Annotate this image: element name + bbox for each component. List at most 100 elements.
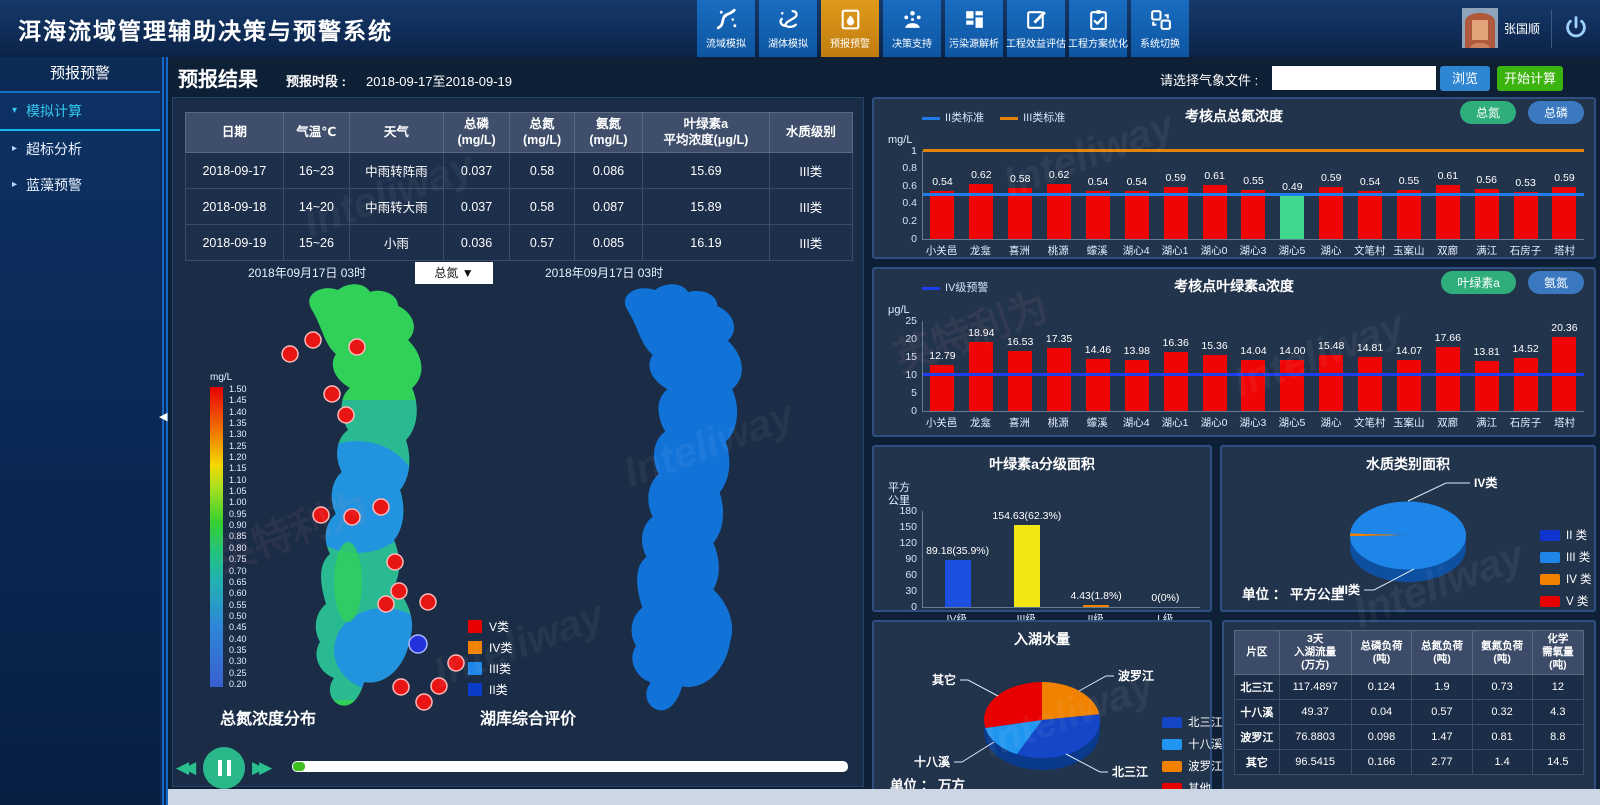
pie-slice[interactable] — [984, 682, 1042, 728]
table-cell: 2018-09-18 — [185, 188, 284, 226]
bar-slot[interactable]: 14.00 — [1273, 321, 1312, 411]
x-label: 桃源 — [1047, 244, 1069, 257]
sidebar-item[interactable]: ▸ 超标分析 — [0, 131, 160, 167]
reference-line — [923, 373, 1584, 377]
power-icon[interactable] — [1562, 14, 1590, 42]
chart-toggle-button[interactable]: 总磷 — [1527, 101, 1584, 124]
chart-toggle-button[interactable]: 氨氮 — [1527, 271, 1584, 294]
bar-slot[interactable]: 0(0%) — [1131, 511, 1200, 607]
bar-slot[interactable]: 4.43(1.8%) — [1062, 511, 1131, 608]
table-row[interactable]: 波罗江 76.8803 0.098 1.47 0.81 8.8 — [1234, 724, 1585, 751]
pie-slice[interactable] — [1042, 682, 1100, 720]
table-cell: 0.58 — [509, 152, 575, 190]
table-header-row: 片区 3天 入湖流量 (万方) 总磷负荷 (吨) 总氮负荷 (吨) 氨氮负荷 (吨) 化学 需氧量 (吨… — [1234, 629, 1585, 676]
table-cell: 16~23 — [282, 152, 350, 190]
table-cell: 中雨转阵雨 — [348, 152, 444, 190]
timeline-scrubber[interactable] — [292, 761, 848, 772]
triangle-down-icon: ▾ — [12, 105, 18, 116]
bar-slot[interactable]: 14.52 — [1506, 321, 1545, 411]
bar-slot[interactable]: 15.48 — [1312, 321, 1351, 411]
bar-slot[interactable]: 0.53 — [1506, 151, 1545, 239]
table-cell: 十八溪 — [1234, 699, 1280, 726]
table-cell: 北三江 — [1234, 674, 1280, 701]
bar — [1435, 347, 1460, 411]
tn-distribution-map[interactable] — [252, 282, 477, 727]
bar-slot[interactable]: 13.81 — [1467, 321, 1506, 411]
x-label: 满江 — [1476, 244, 1498, 257]
sidebar-item[interactable]: ▸ 蓝藻预警 — [0, 167, 160, 203]
bar-slot[interactable]: 13.98 — [1117, 321, 1156, 411]
bar-slot[interactable]: 0.54 — [1079, 151, 1118, 239]
table-cell: 0.73 — [1471, 674, 1533, 701]
bar-slot[interactable]: 12.79 — [923, 321, 962, 411]
ref-legend-item: III类标准 — [1000, 112, 1065, 124]
bar-slot[interactable]: 0.55 — [1390, 151, 1429, 239]
pause-button[interactable] — [203, 747, 245, 789]
pie-slice[interactable] — [1016, 714, 1100, 759]
scale-value: 0.70 — [229, 565, 247, 576]
table-row[interactable]: 2018-09-19 15~26 小雨 0.036 0.57 0.085 16.19 III类 — [185, 224, 854, 262]
bar-slot[interactable]: 0.55 — [1234, 151, 1273, 239]
bar-slot[interactable]: 0.54 — [923, 151, 962, 239]
left-map-caption: 总氮浓度分布 — [220, 711, 317, 728]
bar — [1358, 357, 1383, 411]
table-row[interactable]: 2018-09-17 16~23 中雨转阵雨 0.037 0.58 0.086 15.69 I… — [185, 152, 854, 190]
nav-tile-project-benefit[interactable]: 工程效益评估 — [1006, 0, 1066, 57]
nav-tile-system-switch[interactable]: 系统切换 — [1131, 0, 1189, 57]
bar-slot[interactable]: 154.63(62.3%) — [992, 510, 1061, 608]
x-label: 湖心 — [1320, 244, 1342, 257]
parameter-dropdown[interactable]: 总氮 ▼ — [415, 262, 493, 284]
bar-slot[interactable]: 14.04 — [1234, 321, 1273, 411]
bar-slot[interactable]: 0.56 — [1467, 151, 1506, 239]
nav-tile-basin-sim[interactable]: 流域模拟 — [697, 0, 755, 57]
sidebar-collapse-icon[interactable]: ◀ — [159, 411, 168, 423]
lake-evaluation-map[interactable] — [565, 282, 800, 732]
table-cell: 0.166 — [1350, 749, 1413, 776]
table-row[interactable]: 十八溪 49.37 0.04 0.57 0.32 4.3 — [1234, 699, 1585, 726]
bar-slot[interactable]: 17.35 — [1040, 321, 1079, 411]
legend-label: IV 类 — [1566, 574, 1592, 586]
chart-title: 水质类别面积 — [1366, 456, 1450, 472]
bar-slot[interactable]: 18.94 — [962, 321, 1001, 411]
weather-file-input[interactable] — [1272, 66, 1436, 90]
table-row[interactable]: 其它 96.5415 0.166 2.77 1.4 14.5 — [1234, 749, 1585, 776]
chart-toggle-button[interactable]: 叶绿素a — [1441, 271, 1516, 294]
bar-slot[interactable]: 14.81 — [1351, 321, 1390, 411]
pie-slice[interactable] — [1350, 501, 1466, 570]
nav-tile-pollution-source[interactable]: 污染源解析 — [945, 0, 1003, 57]
nav-tile-project-plan[interactable]: 工程方案优化 — [1068, 0, 1128, 57]
nav-tile-forecast-warning[interactable]: 预报预警 — [821, 0, 879, 57]
fast-forward-button[interactable]: ▶▶ — [252, 758, 272, 777]
timeline-progress — [293, 762, 305, 771]
user-box[interactable]: 张国顺 — [1461, 8, 1540, 48]
pie-slice[interactable] — [1349, 533, 1408, 537]
nav-label: 预报预警 — [830, 39, 870, 50]
table-row[interactable]: 2018-09-18 14~20 中雨转大雨 0.037 0.58 0.087 15.89 I… — [185, 188, 854, 226]
chart-toggle-button[interactable]: 总氮 — [1459, 101, 1516, 124]
bar-slot[interactable]: 20.36 — [1545, 321, 1584, 411]
horizontal-scrollbar[interactable] — [168, 789, 1600, 805]
selected-point[interactable] — [408, 634, 428, 654]
nav-tile-decision-support[interactable]: 决策支持 — [883, 0, 941, 57]
sidebar-item[interactable]: ▾ 模拟计算 — [0, 93, 160, 131]
table-row[interactable]: 北三江 117.4897 0.124 1.9 0.73 12 — [1234, 674, 1585, 701]
browse-button[interactable]: 浏览 — [1440, 66, 1490, 91]
bar-slot[interactable]: 16.36 — [1156, 321, 1195, 411]
bar-slot[interactable]: 14.07 — [1390, 321, 1429, 411]
nav-tile-lake-sim[interactable]: 湖体模拟 — [759, 0, 817, 57]
reference-line — [923, 193, 1584, 197]
bar-slot[interactable]: 17.66 — [1428, 321, 1467, 411]
bar-slot[interactable]: 14.46 — [1079, 321, 1118, 411]
pie-slice[interactable] — [985, 720, 1042, 755]
scale-value: 0.55 — [229, 599, 247, 610]
bar-slot[interactable]: 89.18(35.9%) — [923, 511, 992, 608]
start-calc-button[interactable]: 开始计算 — [1497, 66, 1563, 91]
bar-slot[interactable]: 15.36 — [1195, 321, 1234, 411]
bar-slot[interactable]: 16.53 — [1001, 321, 1040, 411]
bar-slot[interactable]: 0.49 — [1273, 151, 1312, 239]
rewind-button[interactable]: ◀◀ — [176, 758, 196, 777]
x-label: 玉案山 — [1392, 244, 1425, 257]
bar-slot[interactable]: 0.54 — [1351, 151, 1390, 239]
bar-slot[interactable]: 0.54 — [1117, 151, 1156, 239]
legend-swatch — [468, 620, 482, 633]
